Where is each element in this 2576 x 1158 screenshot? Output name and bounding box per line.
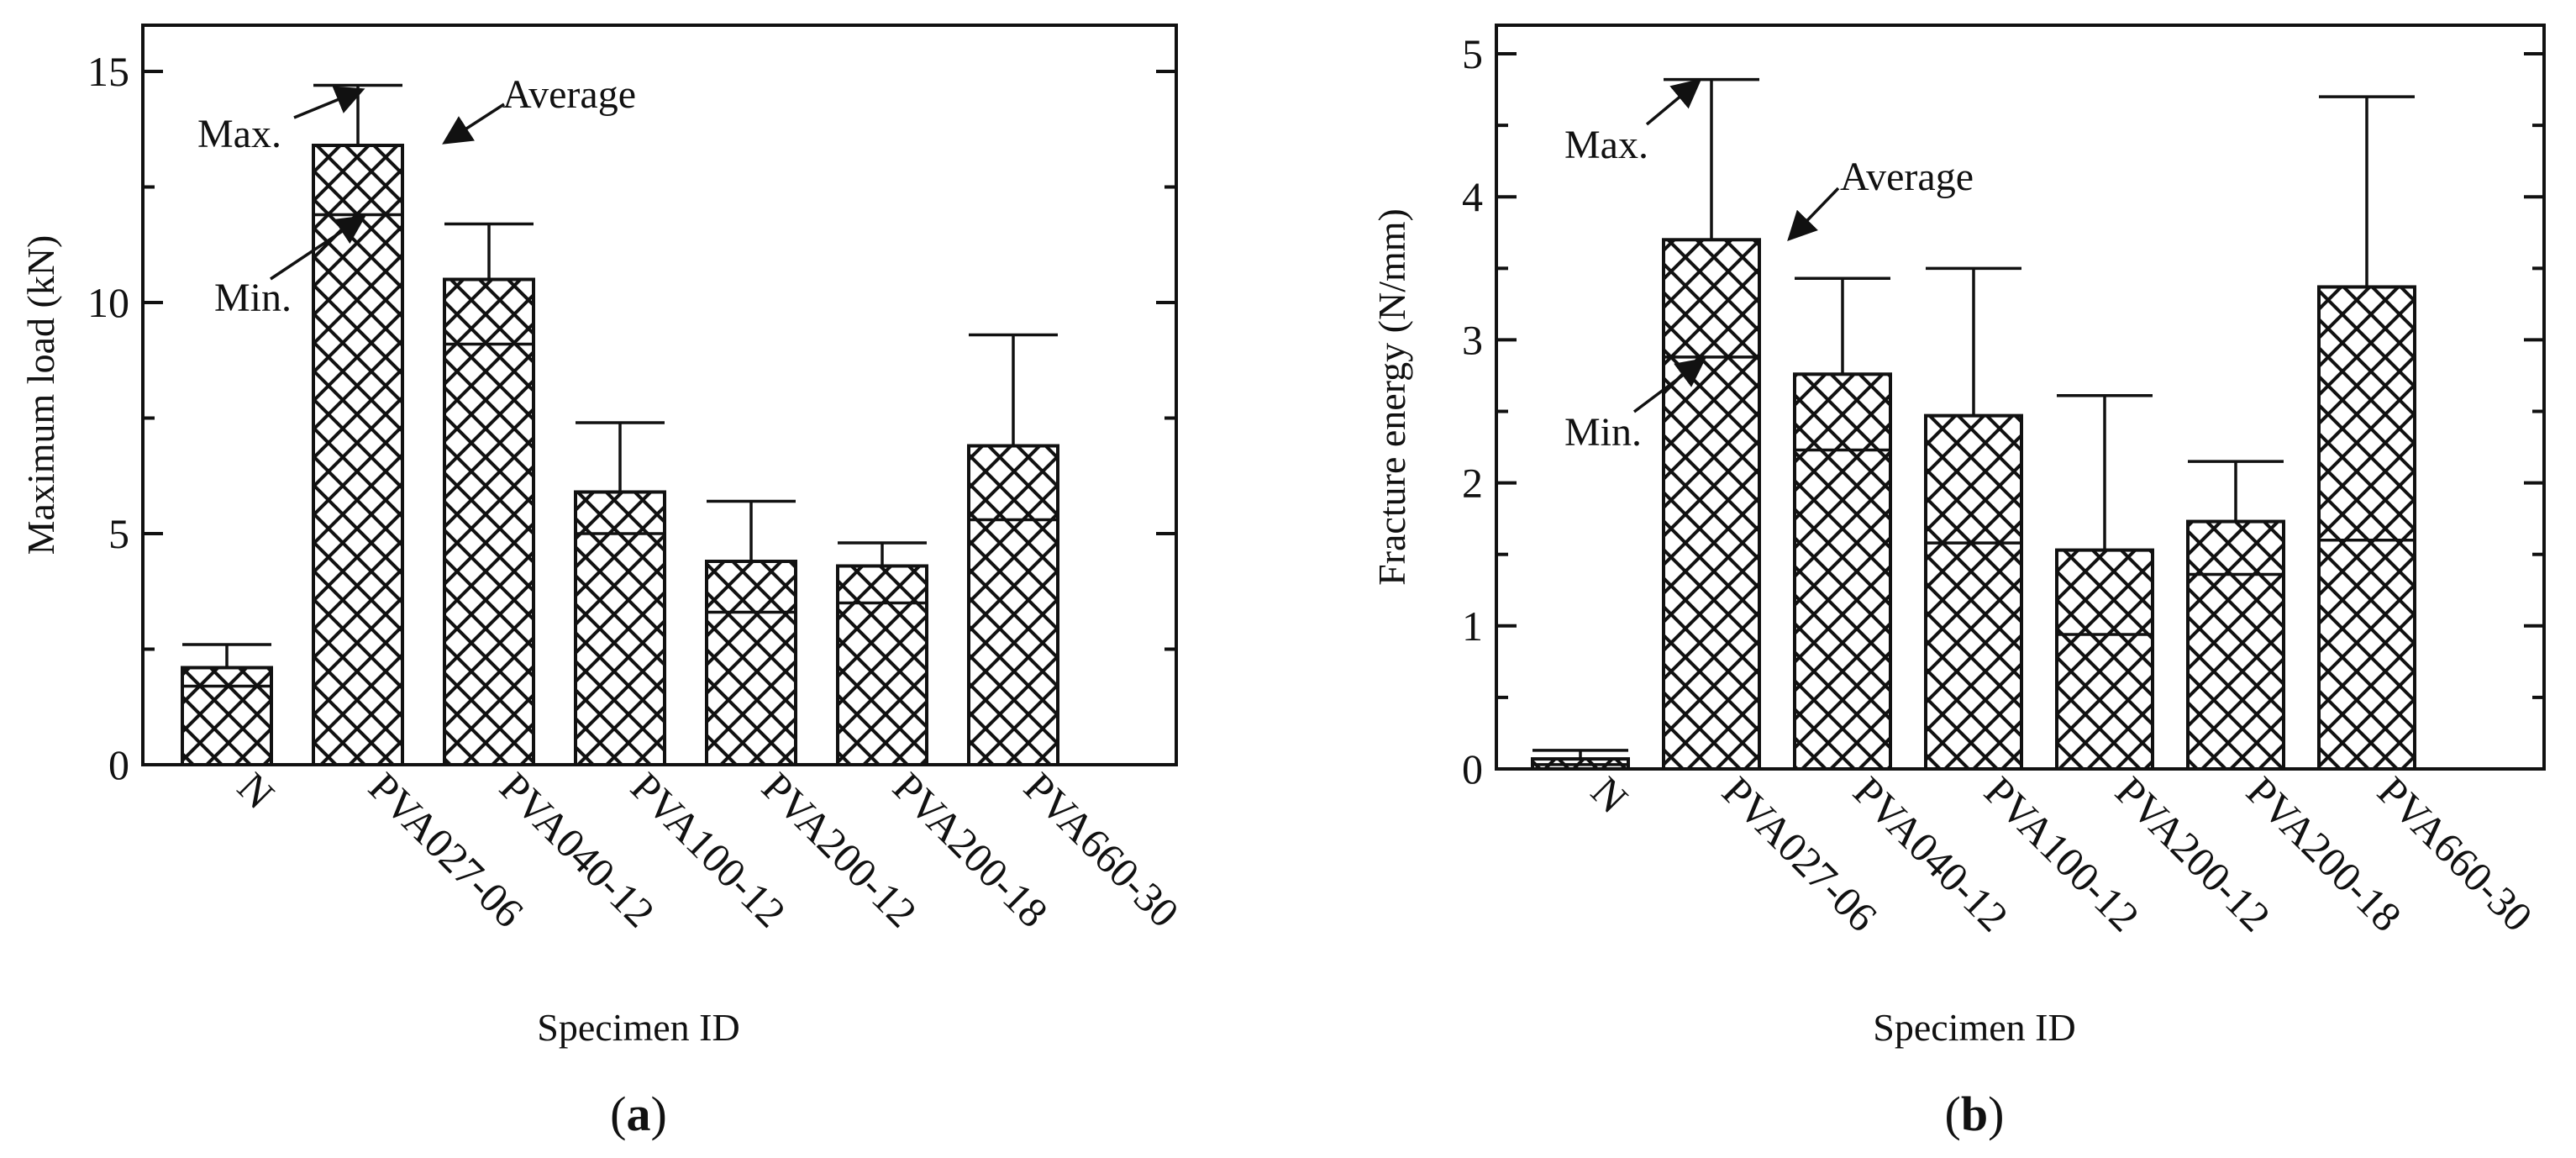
y-tick-label: 5 [108,510,129,557]
panel-caption-a: (a) [610,1087,667,1141]
annotation-avg: Average [1840,155,1974,199]
bar-pva100-12 [574,490,666,766]
bar-group-b [1531,238,2416,771]
annotation-min: Min. [1564,410,1642,455]
annotation-arrow-min [270,215,366,281]
y-tick-label: 5 [1462,30,1483,77]
y-tick-label: 3 [1462,316,1483,363]
tick-label-group-a: 0 5 10 15 [87,48,129,788]
bar-pva027-06 [312,144,404,766]
panel-label: (a) [610,1087,667,1141]
tick-label-group-b: 0 1 2 3 4 5 [1462,30,1483,792]
y-tick-label: 4 [1462,173,1483,220]
plot-frame-a [141,24,1178,766]
y-tick-label: 2 [1462,460,1483,507]
tick-group-a [143,70,1176,766]
annotation-max: Max. [1564,123,1648,167]
tick-group-b [1496,52,2544,771]
bar-pva660-30 [967,444,1059,766]
category-label-n: N [229,763,283,818]
bar-n [181,666,273,766]
panel-label: (b) [1945,1087,2005,1141]
y-axis-title-b: Fracture energy (N/mm) [1370,208,1413,586]
annotation-arrow-avg [1787,187,1840,242]
chart-panel-a: 0 5 10 15 N PVA027-06PVA040-12PVA100-12PVA20… [19,24,1188,1141]
bar-pva100-12 [1924,413,2023,771]
annotation-min: Min. [214,276,292,320]
bar-pva040-12 [443,277,535,766]
x-axis-title-a: Specimen ID [537,1006,739,1049]
category-label-group-b: N PVA027-06PVA040-12PVA100-12PVA200-12PVA… [1582,767,2542,940]
annotation-arrow-max [293,86,365,119]
annotation-max: Max. [197,112,281,156]
panel-caption-b: (b) [1945,1087,2005,1141]
y-tick-label: 1 [1462,603,1483,650]
bar-pva200-18 [2186,519,2285,771]
category-label-n: N [1582,767,1637,822]
annotation-arrow-avg [442,103,505,145]
y-tick-label: 15 [87,48,129,95]
error-bar-group-b [1532,77,2415,766]
y-axis-title-a: Maximum load (kN) [19,235,62,555]
bar-pva027-06 [1662,238,1761,771]
annotation-arrow-max [1645,78,1702,126]
annotation-arrow-min [1632,357,1706,413]
bar-pva660-30 [2317,285,2416,771]
x-axis-title-b: Specimen ID [1873,1006,2075,1049]
annotation-avg: Average [502,72,636,117]
category-label-group-a: N PVA027-06PVA040-12PVA100-12PVA200-12PVA… [229,763,1188,936]
y-tick-label: 10 [87,279,129,326]
annotation-group-b: Max. Average Min. [1564,78,1974,455]
error-bar-group-a [182,83,1058,688]
plot-frame-b [1495,24,2546,771]
bar-pva200-18 [836,564,928,766]
bar-pva040-12 [1793,372,1892,771]
bar-pva200-12 [2055,548,2154,771]
y-tick-label: 0 [108,741,129,788]
chart-panel-b: 0 1 2 3 4 5 N PVA027-06PVA040-12PVA100-12PVA20… [1370,24,2546,1141]
bar-pva200-12 [705,560,797,766]
y-tick-label: 0 [1462,745,1483,792]
annotation-group-a: Max. Average Min. [197,72,636,320]
